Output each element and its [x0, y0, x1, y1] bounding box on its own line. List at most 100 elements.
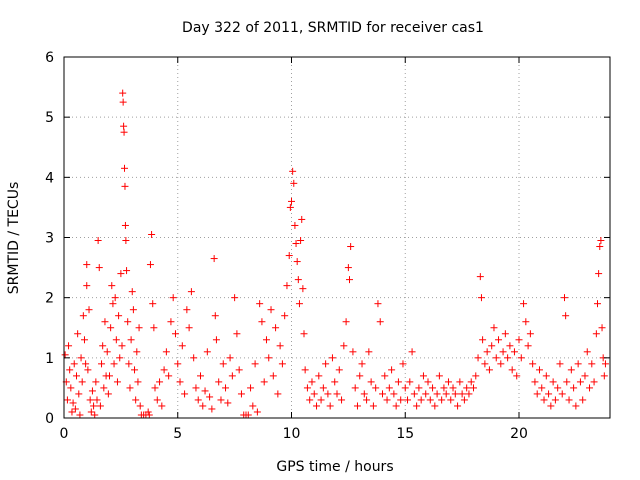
data-point [576, 378, 584, 386]
data-point [95, 264, 103, 272]
data-point [526, 330, 534, 338]
x-tick-label: 5 [173, 426, 182, 442]
data-point [288, 197, 295, 205]
data-point [83, 261, 91, 269]
data-point [367, 378, 375, 386]
data-point [121, 221, 129, 229]
data-point [326, 402, 334, 410]
data-point [470, 384, 477, 392]
data-point [600, 372, 608, 380]
data-point [87, 408, 95, 416]
data-point [497, 360, 505, 368]
data-point [561, 294, 568, 302]
data-point [492, 354, 500, 362]
data-point [70, 360, 78, 368]
data-point [595, 270, 603, 278]
chart-title: Day 322 of 2011, SRMTID for receiver cas… [182, 20, 484, 36]
data-point [262, 336, 270, 344]
grid-lines [64, 57, 610, 418]
data-point [219, 360, 227, 368]
data-point [342, 318, 350, 326]
data-point [247, 384, 255, 392]
data-point [317, 396, 325, 404]
data-point [226, 354, 234, 362]
data-point [547, 402, 555, 410]
data-point [122, 237, 130, 245]
data-point [472, 372, 480, 380]
data-point [78, 378, 86, 386]
data-points [61, 89, 609, 419]
data-point [463, 384, 471, 392]
data-point [124, 318, 132, 326]
data-point [358, 360, 366, 368]
x-axis-label: GPS time / hours [276, 459, 393, 475]
data-point [82, 360, 90, 368]
data-point [438, 396, 446, 404]
data-point [90, 402, 98, 410]
x-tick-label: 0 [60, 426, 69, 442]
data-point [269, 372, 277, 380]
y-tick-label: 5 [45, 110, 54, 126]
data-point [117, 270, 125, 278]
data-point [379, 390, 386, 398]
data-point [210, 255, 218, 263]
data-point [68, 408, 76, 416]
data-point [85, 306, 93, 314]
data-point [176, 378, 184, 386]
data-point [324, 390, 332, 398]
data-point [120, 128, 128, 136]
data-point [194, 396, 202, 404]
data-point [131, 366, 139, 374]
data-point [410, 390, 418, 398]
data-point [333, 390, 341, 398]
data-point [300, 330, 308, 338]
data-point [563, 378, 571, 386]
data-point [260, 378, 268, 386]
data-point [113, 378, 121, 386]
y-axis-label: SRMTID / TECUs [6, 182, 22, 295]
data-point [222, 384, 230, 392]
data-point [94, 237, 102, 245]
data-point [310, 390, 318, 398]
data-point [394, 378, 402, 386]
data-point [535, 366, 543, 374]
data-point [331, 378, 339, 386]
data-point [419, 372, 427, 380]
data-point [490, 324, 498, 332]
data-point [167, 318, 175, 326]
data-point [319, 384, 327, 392]
data-point [481, 360, 489, 368]
data-point [237, 390, 245, 398]
data-point [119, 89, 127, 97]
data-point [440, 384, 448, 392]
data-point [73, 372, 81, 380]
data-point [338, 396, 346, 404]
data-point [289, 167, 297, 175]
data-point [533, 390, 541, 398]
data-point [283, 282, 291, 290]
data-point [467, 378, 475, 386]
data-point [132, 396, 140, 404]
data-point [392, 402, 400, 410]
data-point [517, 354, 525, 362]
data-point [187, 288, 195, 296]
data-point [454, 402, 462, 410]
data-point [303, 384, 311, 392]
data-point [69, 399, 77, 407]
data-point [593, 300, 601, 308]
data-point [422, 390, 430, 398]
data-point [313, 402, 321, 410]
data-point [149, 300, 157, 308]
data-point [540, 396, 548, 404]
data-point [399, 360, 407, 368]
data-point [583, 348, 591, 356]
data-point [145, 411, 153, 419]
data-point [107, 324, 115, 332]
data-point [476, 273, 484, 281]
y-tick-label: 0 [45, 411, 54, 427]
data-point [249, 402, 257, 410]
data-point [118, 342, 126, 350]
data-point [435, 372, 443, 380]
data-point [98, 360, 106, 368]
data-point [151, 384, 159, 392]
